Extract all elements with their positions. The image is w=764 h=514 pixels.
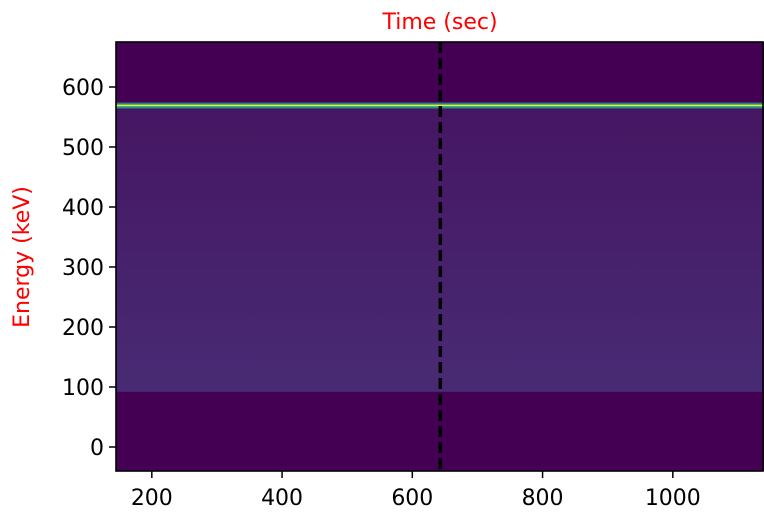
y-tick-label: 500 bbox=[62, 136, 104, 161]
y-tick-label: 300 bbox=[62, 256, 104, 281]
y-axis-label: Energy (keV) bbox=[10, 186, 35, 328]
x-axis-ticks: 200 400 600 800 1000 bbox=[131, 471, 701, 511]
plot-frame bbox=[115, 41, 764, 472]
y-tick-label: 200 bbox=[62, 316, 104, 341]
y-tick-label: 600 bbox=[62, 76, 104, 101]
emission-line-1-band-1 bbox=[116, 102, 764, 104]
y-axis-ticks: 0 100 200 300 400 500 600 bbox=[62, 76, 116, 461]
y-tick-label: 100 bbox=[62, 376, 104, 401]
x-tick-label: 400 bbox=[261, 486, 303, 511]
y-tick-label: 400 bbox=[62, 196, 104, 221]
x-tick-label: 1000 bbox=[645, 486, 701, 511]
x-axis-label: Time (sec) bbox=[381, 10, 497, 35]
y-tick-label: 0 bbox=[90, 436, 104, 461]
emission-line-1-band-3 bbox=[116, 104, 764, 107]
x-tick-label: 800 bbox=[522, 486, 564, 511]
emission-line-1-band-2 bbox=[116, 103, 764, 106]
x-tick-label: 600 bbox=[391, 486, 433, 511]
x-tick-label: 200 bbox=[131, 486, 173, 511]
